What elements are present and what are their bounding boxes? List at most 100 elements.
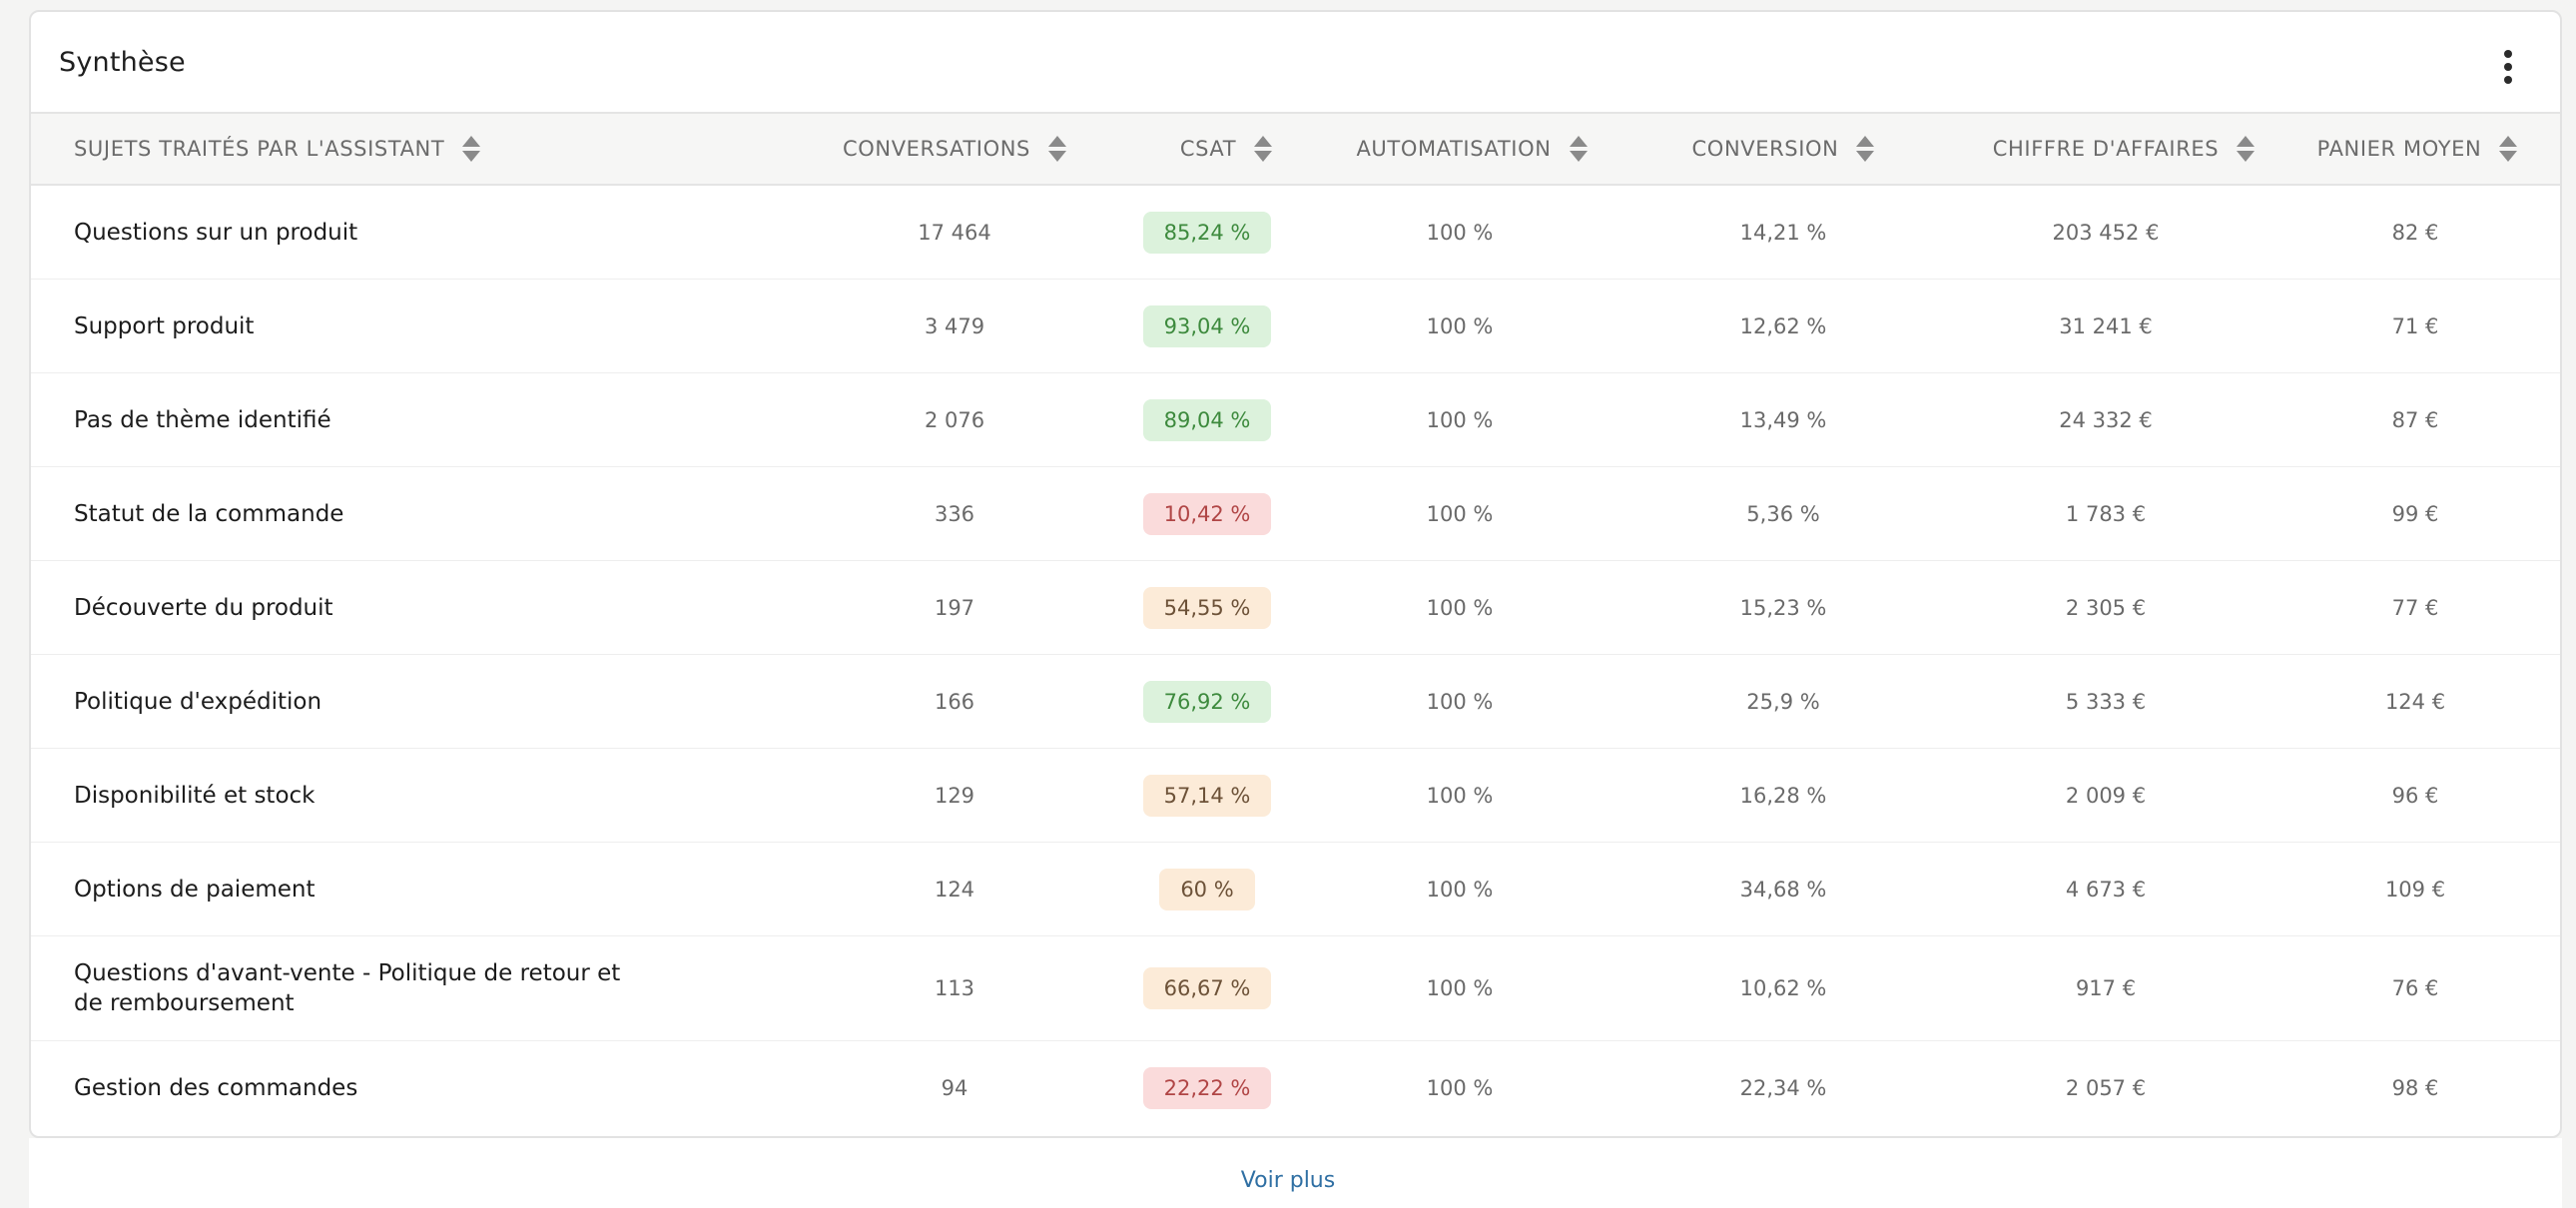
column-header-conversion[interactable]: CONVERSION [1652,114,1914,184]
conversion-cell-value: 12,62 % [1739,313,1827,338]
csat-cell: 89,04 % [1126,373,1288,466]
chiffre-affaires-cell-value: 917 € [2075,976,2137,1000]
topic-cell: Gestion des commandes [74,1041,693,1135]
column-header-chiffre-affaires[interactable]: CHIFFRE D'AFFAIRES [1960,114,2287,184]
conversations-cell: 124 [825,843,1084,935]
conversations-cell: 336 [825,467,1084,560]
table-row[interactable]: Support produit 3 479 93,04 % 100 % 12,62 % 3… [31,280,2560,373]
topic-cell-value: Découverte du produit [74,594,333,621]
table-row[interactable]: Pas de thème identifié 2 076 89,04 % 100 % 1… [31,373,2560,467]
chiffre-affaires-cell-value: 2 305 € [2065,595,2147,620]
conversion-cell: 34,68 % [1652,843,1914,935]
sort-icon[interactable] [1254,135,1273,163]
sort-icon[interactable] [2499,135,2518,163]
topic-cell: Politique d'expédition [74,655,693,748]
column-header-panier-moyen[interactable]: PANIER MOYEN [2297,114,2537,184]
conversations-cell-value: 113 [934,976,975,1000]
panier-moyen-cell-value: 71 € [2391,313,2439,338]
sort-icon[interactable] [1856,135,1875,163]
conversion-cell: 15,23 % [1652,561,1914,654]
chiffre-affaires-cell-value: 203 452 € [2052,220,2160,245]
sort-icon[interactable] [1047,135,1066,163]
automatisation-cell-value: 100 % [1426,877,1494,902]
table-row[interactable]: Politique d'expédition 166 76,92 % 100 % 25,… [31,655,2560,749]
conversations-cell-value: 2 076 [924,407,985,432]
automatisation-cell-value: 100 % [1426,689,1494,714]
column-header-topic[interactable]: SUJETS TRAITÉS PAR L'ASSISTANT [74,114,543,184]
topic-cell: Questions d'avant-vente - Politique de r… [74,936,693,1040]
csat-cell: 66,67 % [1126,936,1288,1040]
csat-cell: 60 % [1126,843,1288,935]
panier-moyen-cell-value: 99 € [2391,501,2439,526]
topic-cell: Découverte du produit [74,561,693,654]
automatisation-cell-value: 100 % [1426,783,1494,808]
panier-moyen-cell-value: 96 € [2391,783,2439,808]
csat-cell: 85,24 % [1126,186,1288,279]
topic-cell-value: Pas de thème identifié [74,406,331,433]
conversion-cell: 25,9 % [1652,655,1914,748]
csat-cell: 57,14 % [1126,749,1288,842]
table-row[interactable]: Découverte du produit 197 54,55 % 100 % 15,2… [31,561,2560,655]
automatisation-cell-value: 100 % [1426,407,1494,432]
sort-icon[interactable] [2237,135,2255,163]
panier-moyen-cell: 99 € [2297,467,2533,560]
chiffre-affaires-cell: 203 452 € [1960,186,2252,279]
table-row[interactable]: Questions sur un produit 17 464 85,24 % 100… [31,186,2560,280]
panier-moyen-cell: 71 € [2297,280,2533,372]
conversations-cell: 17 464 [825,186,1084,279]
column-header-csat[interactable]: CSAT [1126,114,1326,184]
card-title: Synthèse [59,47,186,78]
table-row[interactable]: Gestion des commandes 94 22,22 % 100 % 22,34… [31,1041,2560,1135]
csat-badge: 89,04 % [1142,398,1272,441]
topic-cell: Disponibilité et stock [74,749,693,842]
sort-icon[interactable] [462,135,481,163]
topic-cell-value: Questions sur un produit [74,219,358,246]
table-row[interactable]: Options de paiement 124 60 % 100 % 34,68 % 4 … [31,843,2560,936]
conversations-cell-value: 17 464 [918,220,991,245]
automatisation-cell-value: 100 % [1426,595,1494,620]
card-footer [29,1138,2562,1208]
chiffre-affaires-cell: 2 305 € [1960,561,2252,654]
automatisation-cell: 100 % [1317,467,1603,560]
topic-cell: Pas de thème identifié [74,373,693,466]
conversion-cell-value: 16,28 % [1739,783,1827,808]
table-row[interactable]: Questions d'avant-vente - Politique de r… [31,936,2560,1041]
csat-badge: 54,55 % [1142,586,1272,629]
column-header-automatisation[interactable]: AUTOMATISATION [1317,114,1626,184]
automatisation-cell: 100 % [1317,843,1603,935]
chiffre-affaires-cell-value: 2 009 € [2065,783,2147,808]
conversations-cell-value: 3 479 [924,313,985,338]
csat-badge: 60 % [1159,868,1255,910]
conversion-cell-value: 15,23 % [1739,595,1827,620]
chiffre-affaires-cell-value: 2 057 € [2065,1076,2147,1100]
sort-icon[interactable] [1569,135,1588,163]
panier-moyen-cell: 82 € [2297,186,2533,279]
column-header-conversations[interactable]: CONVERSATIONS [825,114,1084,184]
csat-badge: 10,42 % [1142,492,1272,535]
topic-cell: Support produit [74,280,693,372]
chiffre-affaires-cell-value: 24 332 € [2059,407,2153,432]
automatisation-cell: 100 % [1317,655,1603,748]
panier-moyen-cell-value: 76 € [2391,976,2439,1000]
conversion-cell-value: 13,49 % [1739,407,1827,432]
automatisation-cell: 100 % [1317,1041,1603,1135]
conversion-cell: 16,28 % [1652,749,1914,842]
table-row[interactable]: Statut de la commande 336 10,42 % 100 % 5,36… [31,467,2560,561]
conversion-cell-value: 14,21 % [1739,220,1827,245]
conversion-cell: 13,49 % [1652,373,1914,466]
csat-badge: 66,67 % [1142,967,1272,1009]
chiffre-affaires-cell: 917 € [1960,936,2252,1040]
voir-plus-link[interactable]: Voir plus [1240,1168,1336,1193]
conversion-cell-value: 34,68 % [1739,877,1827,902]
conversion-cell: 22,34 % [1652,1041,1914,1135]
kebab-menu-icon[interactable] [2496,50,2520,84]
chiffre-affaires-cell-value: 4 673 € [2065,877,2147,902]
panier-moyen-cell-value: 98 € [2391,1076,2439,1100]
chiffre-affaires-cell: 2 009 € [1960,749,2252,842]
csat-cell: 54,55 % [1126,561,1288,654]
conversations-cell: 197 [825,561,1084,654]
panier-moyen-cell: 96 € [2297,749,2533,842]
table-row[interactable]: Disponibilité et stock 129 57,14 % 100 % 16,… [31,749,2560,843]
automatisation-cell-value: 100 % [1426,220,1494,245]
topic-cell: Questions sur un produit [74,186,693,279]
